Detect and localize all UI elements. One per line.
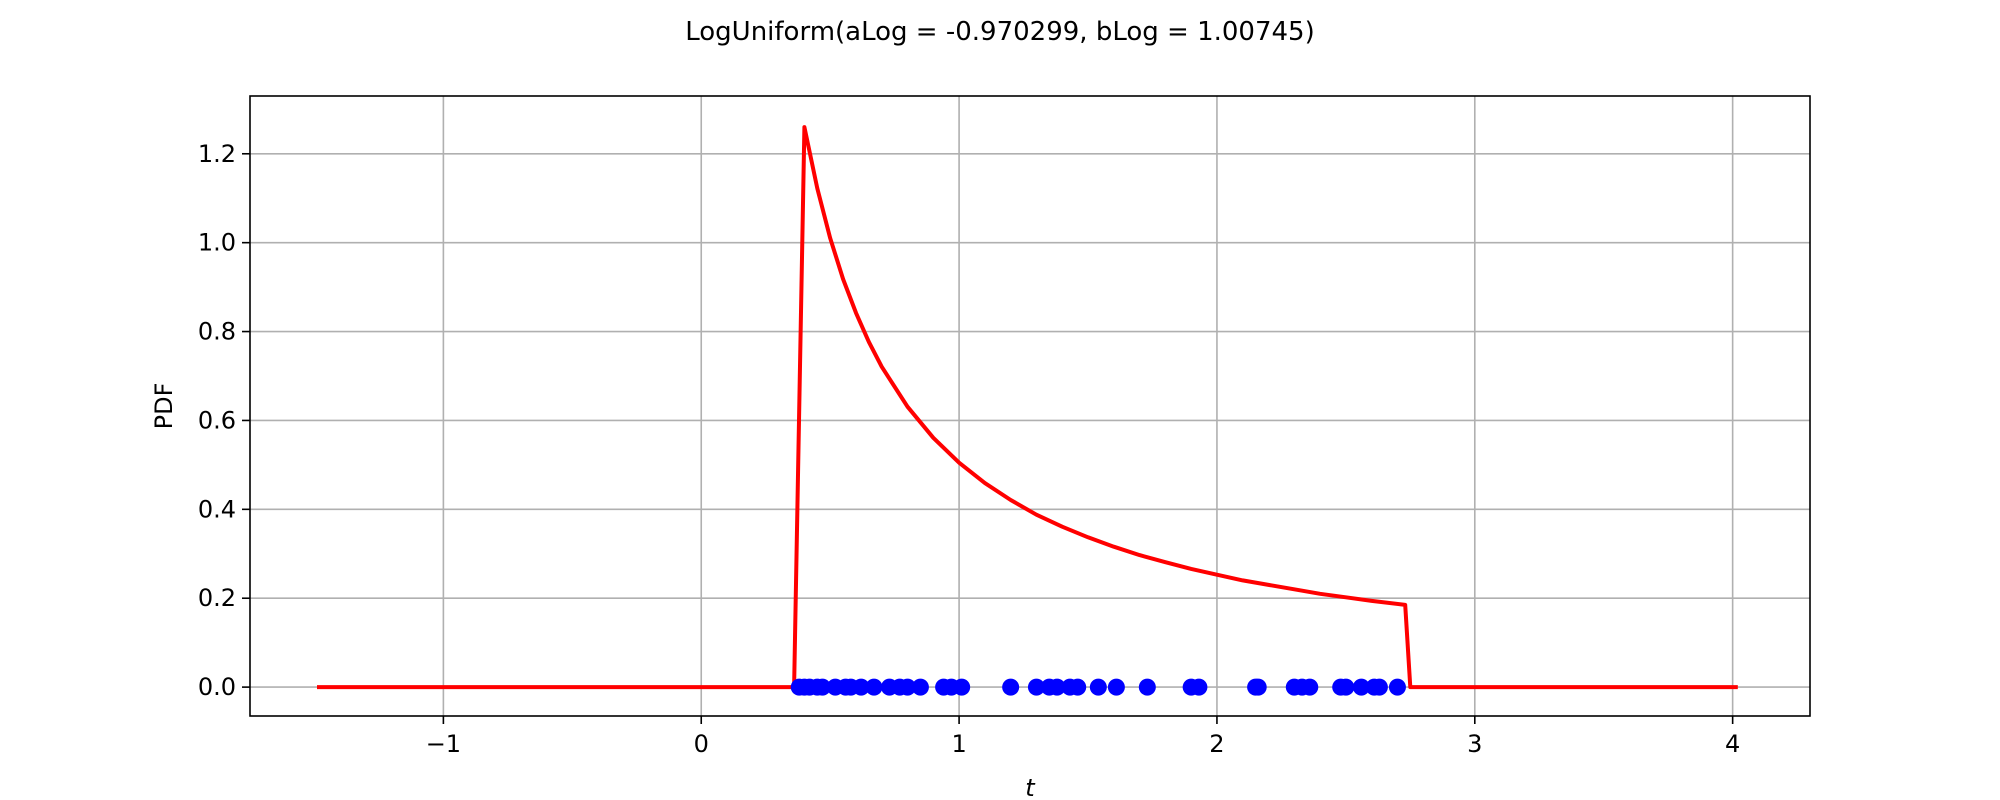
plot-area <box>317 125 1738 696</box>
sample-point <box>813 678 831 696</box>
y-tick-label: 1.0 <box>198 229 236 257</box>
y-tick-label: 0.8 <box>198 318 236 346</box>
sample-point <box>1370 678 1388 696</box>
x-tick-label: −1 <box>426 730 461 758</box>
sample-point <box>1069 678 1087 696</box>
sample-point <box>865 678 883 696</box>
x-tick-label: 3 <box>1467 730 1482 758</box>
sample-point <box>1002 678 1020 696</box>
grid <box>250 96 1810 716</box>
sample-point <box>1249 678 1267 696</box>
y-tick-label: 0.2 <box>198 584 236 612</box>
sample-point <box>1089 678 1107 696</box>
sample-point <box>1301 678 1319 696</box>
sample-point <box>1388 678 1406 696</box>
y-tick-label: 0.4 <box>198 495 236 523</box>
sample-point <box>1352 678 1370 696</box>
sample-point <box>1337 678 1355 696</box>
pdf-line <box>317 125 1738 690</box>
y-tick-label: 1.2 <box>198 140 236 168</box>
y-tick-label: 0.0 <box>198 673 236 701</box>
sample-point <box>1190 678 1208 696</box>
sample-point <box>1048 678 1066 696</box>
x-tick-label: 2 <box>1209 730 1224 758</box>
axes-frame <box>249 95 1811 717</box>
sample-point <box>1107 678 1125 696</box>
x-tick-label: 4 <box>1725 730 1740 758</box>
chart-title: LogUniform(aLog = -0.970299, bLog = 1.00… <box>685 17 1315 47</box>
x-tick-label: 0 <box>694 730 709 758</box>
x-tick-label: 1 <box>951 730 966 758</box>
sample-point <box>852 678 870 696</box>
y-tick-label: 0.6 <box>198 406 236 434</box>
sample-point <box>953 678 971 696</box>
ticks: −1 0 1 2 3 4 0.0 0.2 0.4 0.6 0.8 1.0 1.2 <box>198 140 1740 758</box>
y-axis-label: PDF <box>150 383 178 430</box>
sample-point <box>899 678 917 696</box>
sample-point <box>911 678 929 696</box>
sample-point <box>1138 678 1156 696</box>
sample-point <box>1027 678 1045 696</box>
x-axis-label: t <box>1025 774 1036 800</box>
